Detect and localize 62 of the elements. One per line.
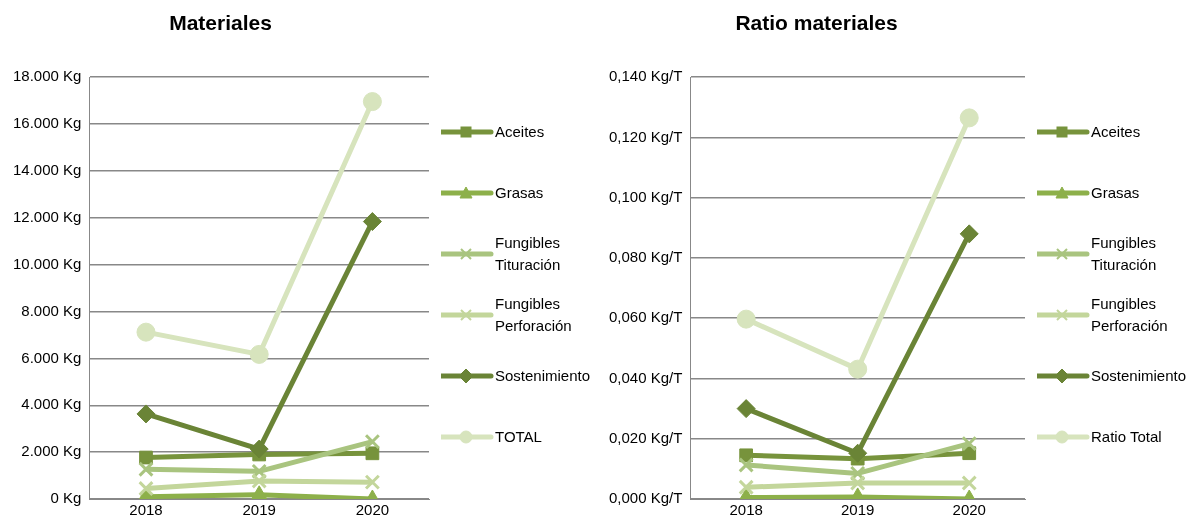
point xyxy=(365,446,380,461)
legend-label: Grasas xyxy=(1091,182,1140,203)
chart-title: Materiales xyxy=(169,11,272,35)
point xyxy=(961,475,978,491)
y-tick-label: 0 Kg xyxy=(50,489,82,507)
legend-label: TOTAL xyxy=(495,426,542,447)
x-tick-label: 2018 xyxy=(729,501,763,519)
point xyxy=(249,344,269,364)
y-tick-label: 0,000 Kg/T xyxy=(608,489,683,507)
y-tick-label: 6.000 Kg xyxy=(21,348,82,366)
y-tick-label: 0,120 Kg/T xyxy=(608,127,683,145)
y-tick-label: 0,080 Kg/T xyxy=(608,248,683,266)
legend-label: Aceites xyxy=(1091,121,1141,142)
x-tick-label: 2018 xyxy=(129,501,163,519)
point xyxy=(961,435,978,452)
point xyxy=(736,399,756,419)
y-tick-label: 0,060 Kg/T xyxy=(608,308,683,326)
point xyxy=(959,224,979,244)
point xyxy=(362,212,382,232)
y-tick-label: 0,020 Kg/T xyxy=(608,428,683,446)
legend-label: Fungibles Perforación xyxy=(495,293,573,336)
legend-label: Fungibles Perforación xyxy=(1091,293,1169,336)
y-tick-label: 0,140 Kg/T xyxy=(608,67,683,85)
legend-label: Fungibles Tituración xyxy=(495,232,562,275)
y-tick-label: 0,040 Kg/T xyxy=(608,368,683,386)
point xyxy=(848,359,868,379)
legend-label: Sostenimiento xyxy=(1091,365,1187,386)
point xyxy=(138,461,154,478)
x-tick-label: 2019 xyxy=(242,501,276,519)
legend-label: Ratio Total xyxy=(1091,426,1162,447)
x-tick-label: 2019 xyxy=(841,501,875,519)
point xyxy=(364,474,381,490)
y-tick-label: 10.000 Kg xyxy=(12,254,82,272)
point xyxy=(139,450,153,465)
y-tick-label: 16.000 Kg xyxy=(12,114,82,132)
point xyxy=(849,475,866,491)
y-tick-label: 0,100 Kg/T xyxy=(608,187,683,205)
x-tick-label: 2020 xyxy=(952,501,986,519)
point xyxy=(138,480,154,497)
point xyxy=(736,309,756,329)
y-tick-label: 18.000 Kg xyxy=(12,67,82,85)
y-tick-label: 8.000 Kg xyxy=(21,301,82,319)
y-tick-label: 2.000 Kg xyxy=(21,442,82,460)
x-tick-label: 2020 xyxy=(355,501,390,519)
legend-label: Grasas xyxy=(495,182,544,203)
point xyxy=(251,473,268,489)
point xyxy=(136,322,156,342)
y-tick-label: 12.000 Kg xyxy=(12,207,82,225)
legend-label: Fungibles Tituración xyxy=(1091,232,1158,275)
point xyxy=(738,457,755,473)
point xyxy=(249,439,269,459)
y-tick-label: 4.000 Kg xyxy=(21,395,82,413)
point xyxy=(364,433,381,450)
chart-title: Ratio materiales xyxy=(735,11,898,35)
legend-label: Aceites xyxy=(495,121,545,142)
point xyxy=(362,92,382,112)
point xyxy=(738,479,755,496)
point xyxy=(848,443,868,463)
legend-label: Sostenimiento xyxy=(495,365,591,386)
y-tick-label: 14.000 Kg xyxy=(12,161,82,179)
point xyxy=(136,404,156,424)
point xyxy=(959,108,979,128)
